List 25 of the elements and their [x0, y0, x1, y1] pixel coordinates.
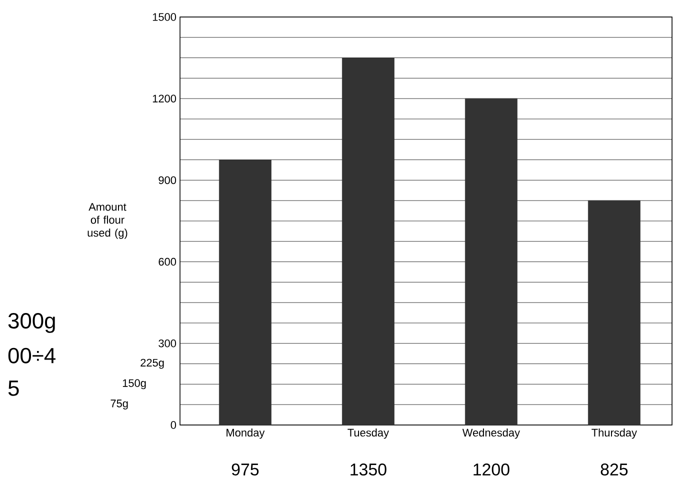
bar: [588, 200, 640, 426]
y-tick-label: 1200: [152, 94, 176, 102]
y-tick-label: 0: [170, 421, 176, 429]
data-label: 825: [600, 464, 628, 476]
y-axis-title: Amount of flour used (g): [88, 203, 128, 239]
bar: [219, 160, 272, 426]
text: 300g: [8, 313, 55, 333]
y-tick-label: 900: [158, 176, 176, 184]
bar: [464, 98, 518, 426]
y-tick-label: 600: [158, 258, 176, 266]
text: 225g: [140, 358, 164, 369]
text: 00÷4: [8, 348, 56, 364]
y-tick-label: 1500: [152, 13, 176, 21]
x-tick-label: Monday: [226, 428, 265, 439]
data-label: 975: [232, 464, 259, 476]
data-label: 1350: [350, 464, 386, 476]
x-tick-label: Wednesday: [462, 428, 520, 439]
data-label: 1200: [474, 464, 510, 476]
y-tick-label: 300: [158, 340, 176, 348]
x-tick-label: Thursday: [592, 428, 638, 439]
bar: [342, 58, 394, 426]
text: 5: [8, 380, 19, 396]
x-tick-label: Tuesday: [348, 428, 389, 439]
text: 150g: [122, 379, 146, 390]
text: 75g: [110, 400, 128, 410]
